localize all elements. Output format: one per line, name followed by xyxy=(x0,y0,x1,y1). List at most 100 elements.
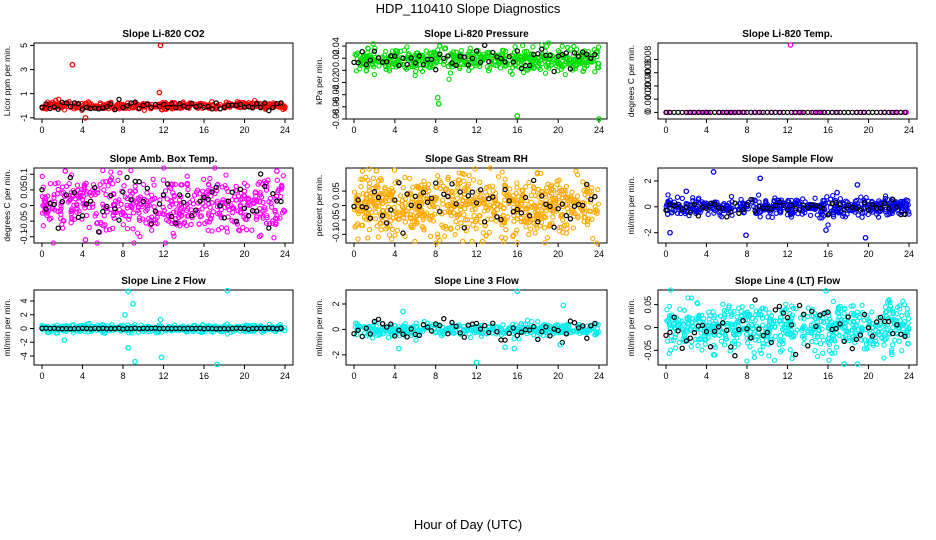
data-point xyxy=(40,223,46,229)
y-tick-label: -4 xyxy=(19,352,29,360)
outlier-point xyxy=(854,181,861,188)
data-point xyxy=(271,235,277,241)
hourly-point xyxy=(514,332,521,339)
data-point xyxy=(277,215,283,221)
outlier-point xyxy=(132,358,138,365)
data-point xyxy=(404,44,410,50)
data-point xyxy=(434,173,441,179)
y-axis-label: ml/min per min. xyxy=(2,298,12,356)
data-point xyxy=(563,183,570,190)
x-tick-label: 8 xyxy=(433,249,438,259)
data-point xyxy=(807,212,814,219)
data-point xyxy=(567,56,573,62)
data-point xyxy=(171,100,177,106)
data-point xyxy=(188,221,194,228)
x-tick-label: 12 xyxy=(158,371,168,381)
y-tick-label: 0.0008 xyxy=(643,46,653,74)
data-point xyxy=(470,177,477,183)
data-point xyxy=(665,192,671,198)
chart-title: Slope Li-820 Pressure xyxy=(424,29,529,40)
hourly-point xyxy=(531,177,537,184)
x-tick-label: 8 xyxy=(120,371,125,381)
data-point xyxy=(590,235,596,242)
hourly-point xyxy=(245,212,252,219)
hourly-point xyxy=(144,101,150,107)
data-point xyxy=(520,69,527,76)
data-point xyxy=(812,347,818,354)
outlier-point xyxy=(862,234,869,241)
data-point xyxy=(441,233,448,239)
y-axis-label: ml/min per min. xyxy=(626,298,636,356)
data-point xyxy=(542,70,549,76)
hourly-point xyxy=(567,216,574,222)
data-point xyxy=(151,204,157,210)
hourly-point xyxy=(213,100,219,106)
outlier-point xyxy=(373,168,380,174)
data-point xyxy=(410,184,416,190)
data-point xyxy=(555,48,561,54)
x-tick-label: 24 xyxy=(280,371,290,381)
data-point xyxy=(279,103,285,109)
data-point xyxy=(728,193,735,200)
data-point xyxy=(365,235,371,241)
hourly-point xyxy=(258,104,264,111)
outlier-point xyxy=(82,114,89,121)
hourly-point xyxy=(270,104,276,111)
hourly-point xyxy=(100,208,106,215)
data-point xyxy=(130,210,137,216)
y-tick-label: -0.04 xyxy=(331,84,341,105)
data-point xyxy=(454,225,461,231)
data-point xyxy=(86,224,92,231)
data-point xyxy=(674,194,681,200)
data-point xyxy=(550,214,556,220)
hourly-point xyxy=(136,105,142,112)
x-tick-label: 20 xyxy=(239,125,249,135)
data-point xyxy=(720,301,726,307)
hourly-point xyxy=(63,100,70,106)
data-point xyxy=(486,229,493,236)
data-point xyxy=(249,227,255,233)
data-point xyxy=(125,100,131,106)
data-point xyxy=(413,337,419,343)
data-point xyxy=(523,184,529,190)
data-point xyxy=(470,222,476,228)
chart-title: Slope Li-820 CO2 xyxy=(122,29,205,40)
data-point xyxy=(571,43,577,50)
hourly-point xyxy=(433,66,439,73)
x-tick-label: 16 xyxy=(199,125,209,135)
data-point xyxy=(118,201,124,207)
data-point xyxy=(562,71,568,78)
hourly-point xyxy=(449,319,455,326)
y-tick-label: 0.05 xyxy=(19,181,29,199)
data-point xyxy=(528,199,534,205)
data-point xyxy=(115,177,121,184)
data-point xyxy=(532,230,538,236)
hourly-point xyxy=(51,104,57,110)
data-point xyxy=(140,181,147,188)
outlier-point xyxy=(667,229,673,236)
hourly-point xyxy=(400,230,406,236)
hourly-point xyxy=(39,104,45,111)
data-point xyxy=(544,234,551,241)
outlier-point xyxy=(224,287,231,294)
y-axis-label: ml/min per min. xyxy=(314,298,324,356)
outlier-point xyxy=(743,232,749,239)
x-tick-label: 4 xyxy=(80,371,85,381)
x-tick-label: 0 xyxy=(351,249,356,259)
y-tick-label: 0.05 xyxy=(643,296,653,314)
data-point xyxy=(86,100,93,106)
chart-title: Slope Line 2 Flow xyxy=(121,276,206,287)
hourly-point xyxy=(237,101,244,108)
data-point xyxy=(572,56,579,62)
data-point xyxy=(458,220,464,226)
hourly-point xyxy=(144,185,150,191)
data-point xyxy=(814,353,821,360)
y-tick-label: 0.05 xyxy=(331,182,341,200)
data-point xyxy=(466,67,472,74)
data-point xyxy=(407,175,413,182)
data-point xyxy=(371,71,378,78)
data-point xyxy=(591,47,597,53)
data-point xyxy=(149,227,155,233)
